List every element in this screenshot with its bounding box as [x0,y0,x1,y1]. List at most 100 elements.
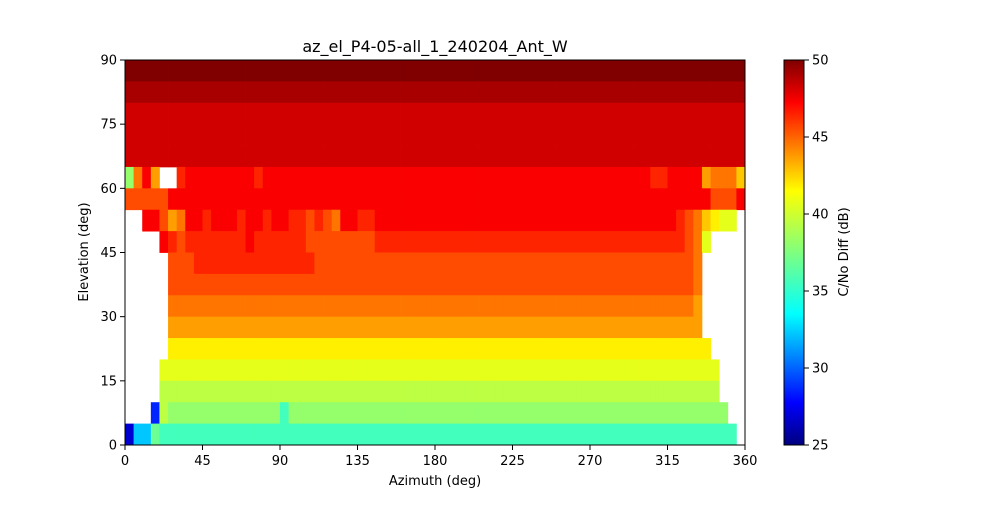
heatmap-cell [211,273,221,296]
heatmap-cell [391,231,401,253]
heatmap-cell [340,273,350,296]
heatmap-cell [546,209,556,232]
heatmap-cell [607,81,617,104]
heatmap-cell [219,145,229,168]
heatmap-cell [400,338,410,360]
heatmap-cell [435,145,445,168]
heatmap-cell [288,188,298,211]
heatmap-cell [478,81,488,104]
heatmap-cell [710,402,720,425]
heatmap-cell [633,60,643,82]
heatmap-cell [314,81,324,104]
heatmap-cell [400,188,410,211]
heatmap-cell [503,402,513,425]
heatmap-cell [624,295,634,318]
heatmap-cell [590,188,600,211]
heatmap-cell [521,316,531,339]
heatmap-cell [150,423,160,446]
heatmap-cell [590,295,600,318]
heatmap-cell [297,124,307,146]
heatmap-cell [297,102,307,125]
heatmap-cell [236,359,246,382]
heatmap-cell [409,209,419,232]
heatmap-cell [228,102,238,125]
heatmap-cell [236,252,246,275]
heatmap-cell [641,188,651,211]
heatmap-cell [331,188,341,211]
heatmap-cell [684,423,694,446]
heatmap-cell [633,359,643,382]
heatmap-cell [331,124,341,146]
colorbar-tick-label: 30 [812,362,829,377]
heatmap-cell [676,273,686,296]
heatmap-cell [460,209,470,232]
heatmap-cell [125,60,135,82]
heatmap-cell [641,402,651,425]
heatmap-cell [443,145,453,168]
heatmap-cell [340,102,350,125]
heatmap-cell [426,273,436,296]
heatmap-cell [555,231,565,253]
heatmap-cell [736,102,746,125]
heatmap-cell [193,402,203,425]
heatmap-cell [564,145,574,168]
heatmap-cell [133,145,143,168]
heatmap-cell [624,102,634,125]
heatmap-cell [228,359,238,382]
heatmap-cell [176,295,186,318]
heatmap-cell [262,316,272,339]
heatmap-cell [684,188,694,211]
heatmap-cell [478,145,488,168]
heatmap-cell [314,188,324,211]
heatmap-cell [383,359,393,382]
heatmap-cell [236,423,246,446]
heatmap-cell [555,145,565,168]
heatmap-cell [624,166,634,189]
heatmap-cell [409,60,419,82]
heatmap-cell [512,145,522,168]
heatmap-cell [409,316,419,339]
heatmap-cell [323,145,333,168]
heatmap-cell [641,60,651,82]
heatmap-cell [503,188,513,211]
heatmap-cell [546,316,556,339]
y-axis: 0 15 30 45 60 75 90 [100,54,125,454]
heatmap-cell [357,124,367,146]
y-tick-label: 60 [100,182,117,197]
heatmap-cell [133,124,143,146]
heatmap-cell [348,81,358,104]
heatmap-cell [693,273,703,296]
heatmap-cell [615,423,625,446]
heatmap-cell [323,60,333,82]
heatmap-cell [452,188,462,211]
heatmap-cell [641,338,651,360]
heatmap-cell [417,316,427,339]
heatmap-cell [546,231,556,253]
heatmap-cell [228,124,238,146]
heatmap-cell [572,124,582,146]
heatmap-cell [486,166,496,189]
heatmap-cell [555,359,565,382]
heatmap-cell [271,402,281,425]
heatmap-cell [409,359,419,382]
heatmap-cell [529,102,539,125]
heatmap-cell [435,102,445,125]
heatmap-cell [658,124,668,146]
heatmap-cell [280,209,290,232]
heatmap-cell [236,402,246,425]
heatmap-cell [546,338,556,360]
heatmap-cell [598,316,608,339]
heatmap-cell [400,423,410,446]
heatmap-cell [495,338,505,360]
heatmap-cell [538,102,548,125]
heatmap-cell [581,231,591,253]
heatmap-cell [400,380,410,403]
heatmap-cell [409,402,419,425]
heatmap-cell [348,273,358,296]
heatmap-cell [168,81,178,104]
heatmap-cell [262,380,272,403]
heatmap-cell [236,60,246,82]
heatmap-cell [150,124,160,146]
heatmap-cell [529,231,539,253]
